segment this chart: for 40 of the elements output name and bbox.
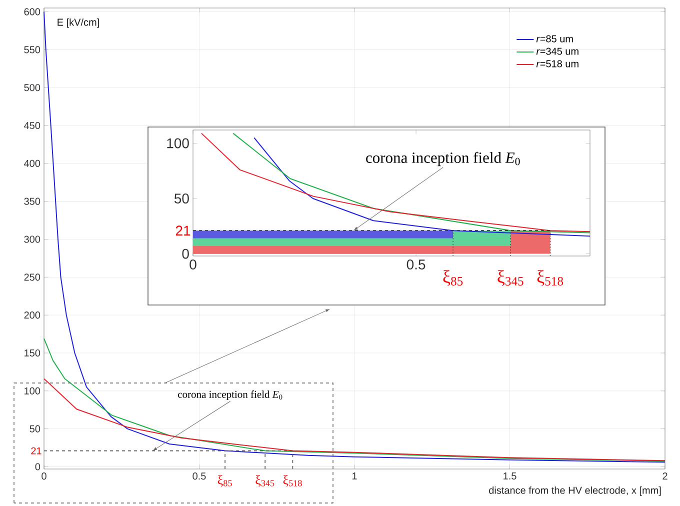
y-tick-label: 0 [35,463,40,470]
y-tick-label: 50 [30,425,40,432]
x-tick-label: 0.5 [192,472,206,480]
x-tick-label: 1 [352,472,357,480]
y-axis-title: E [kV/cm] [58,18,99,28]
y-tick-label: 100 [167,138,189,148]
legend-label: r=345 um [536,48,578,55]
y-tick-label: 350 [24,198,40,205]
y-tick-label: 200 [24,312,40,319]
y-tick-label: 400 [24,160,40,167]
line-series [44,378,666,462]
ref-line-label: ξ$_{85}$ [443,270,463,286]
ref-line-label: ξ$_{518}$ [537,270,564,286]
ref-line-label: ξ$_{345}$ [256,475,274,487]
ref-line-label: ξ$_{518}$ [283,475,302,487]
y-tick-label: 450 [24,122,40,130]
x-tick-label: 0 [42,472,46,480]
y-tick-label: 250 [24,274,40,281]
annotation: corona inception field E$_{0}$ [366,152,520,166]
x-tick-label: 2 [662,472,668,480]
y-tick-label: 0 [182,248,189,259]
x-tick-label: 0.5 [406,260,426,270]
ref-line-label: ξ$_{85}$ [218,475,232,487]
y-tick-label: 150 [24,349,40,357]
ref-line-label: 21 [176,226,190,236]
x-tick-label: 1.5 [504,472,516,480]
line-series [44,338,666,462]
y-tick-label: 300 [24,236,40,243]
y-tick-label: 500 [24,84,40,92]
annotation: corona inception field E$_{0}$ [178,390,282,400]
ref-line-label: 21 [31,447,42,454]
y-tick-label: 550 [24,46,40,54]
legend-label: r=85 um [536,35,573,42]
line-series [44,11,666,463]
y-tick-label: 600 [24,8,40,16]
y-tick-label: 100 [24,387,40,394]
legend-label: r=518 um [536,60,578,68]
ref-line-label: ξ$_{345}$ [498,270,524,286]
y-tick-label: 50 [174,194,189,204]
x-axis-title: distance from the HV electrode, x [mm] [489,486,661,496]
